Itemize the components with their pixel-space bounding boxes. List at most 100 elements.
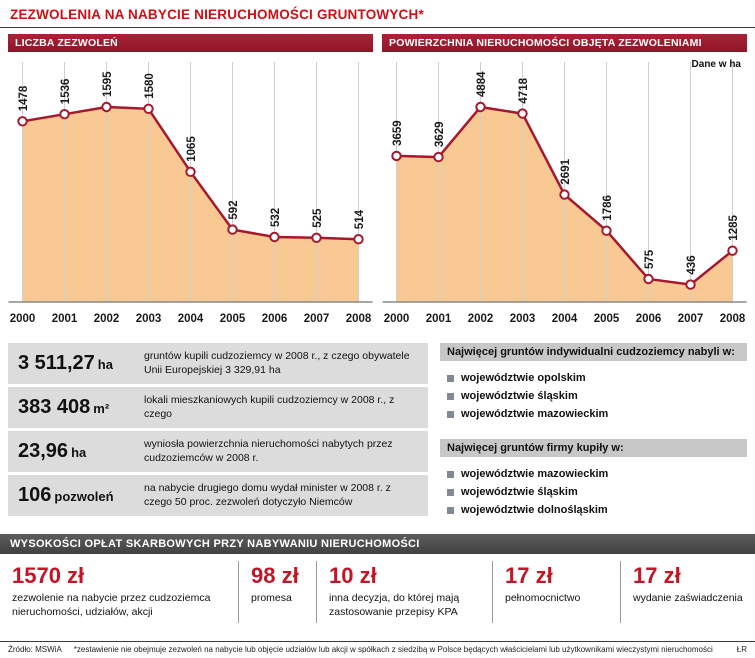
stat-unit: ha	[71, 445, 87, 460]
chart-permits-plot: 1478 1536 1595 1580 1065 592 532 525 514 2000 2001…	[8, 62, 373, 325]
square-bullet-icon	[447, 488, 454, 496]
svg-text:436: 436	[686, 255, 698, 274]
stat-unit: ha	[97, 357, 113, 372]
fee-power-of-attorney: 17 zł pełnomocnictwo	[492, 561, 620, 624]
fee-other-decision: 10 zł inna decyzja, do której mają zasto…	[316, 561, 492, 624]
svg-text:2007: 2007	[304, 313, 330, 325]
svg-text:2006: 2006	[636, 313, 662, 325]
square-bullet-icon	[447, 410, 454, 418]
svg-text:1536: 1536	[60, 79, 72, 105]
title-row: ZEZWOLENIA NA NABYCIE NIERUCHOMOŚCI GRUN…	[0, 0, 755, 28]
svg-text:2005: 2005	[594, 313, 620, 325]
fee-promise: 98 zł promesa	[238, 561, 316, 624]
square-bullet-icon	[447, 470, 454, 478]
list-individuals: Najwięcej gruntów indywidualni cudzoziem…	[440, 343, 747, 434]
fee-amount: 17 zł	[505, 563, 553, 588]
svg-text:2001: 2001	[52, 313, 78, 325]
page-title: ZEZWOLENIA NA NABYCIE NIERUCHOMOŚCI GRUN…	[10, 7, 424, 22]
svg-text:4718: 4718	[518, 77, 530, 103]
fee-amount: 17 zł	[633, 563, 681, 588]
list-item: województwie śląskim	[447, 390, 740, 402]
fee-desc: zezwolenie na nabycie przez cudzoziemca …	[12, 592, 211, 618]
fee-desc: inna decyzja, do której mają zastosowani…	[329, 592, 460, 618]
svg-text:2002: 2002	[94, 313, 120, 325]
fee-amount: 10 zł	[329, 563, 377, 588]
list-individuals-items: województwie opolskim województwie śląsk…	[440, 361, 747, 434]
fee-certificate: 17 zł wydanie zaświadczenia	[620, 561, 755, 624]
stat-desc: wyniosła powierzchnia nieruchomości naby…	[144, 437, 393, 464]
svg-text:2003: 2003	[510, 313, 536, 325]
stat-desc: lokali mieszkaniowych kupili cudzoziemcy…	[144, 393, 395, 420]
stat-row-apartments: 383 408 m² lokali mieszkaniowych kupili c…	[8, 387, 428, 428]
svg-text:2002: 2002	[468, 313, 494, 325]
fees-row: 1570 zł zezwolenie na nabycie przez cudz…	[0, 554, 755, 633]
list-companies: Najwięcej gruntów firmy kupiły w: wojewó…	[440, 439, 747, 530]
fee-desc: promesa	[251, 592, 292, 605]
svg-text:2004: 2004	[552, 313, 578, 325]
list-item-label: województwie opolskim	[461, 372, 586, 384]
stat-desc: gruntów kupili cudzoziemcy w 2008 r., z …	[144, 349, 410, 376]
svg-text:1065: 1065	[186, 136, 198, 162]
stat-number: 23,96 ha	[18, 440, 144, 463]
footer-source: Źródło: MSWiA	[8, 645, 62, 654]
list-item: województwie dolnośląskim	[447, 504, 740, 516]
list-item-label: województwie dolnośląskim	[461, 504, 608, 516]
square-bullet-icon	[447, 374, 454, 382]
stat-unit: m²	[93, 401, 110, 416]
list-item: województwie mazowieckim	[447, 468, 740, 480]
chart-permits: LICZBA ZEZWOLEŃ 1478 1536 1595 1580 1065 592 5…	[8, 34, 373, 334]
chart-area-plot: 3659 3629 4884 4718 2691 1786 575 436 1285 2000 20…	[382, 62, 747, 325]
svg-text:2007: 2007	[678, 313, 704, 325]
fee-permit: 1570 zł zezwolenie na nabycie przez cudz…	[0, 561, 238, 623]
list-individuals-header: Najwięcej gruntów indywidualni cudzoziem…	[440, 343, 747, 361]
svg-text:4884: 4884	[476, 71, 488, 97]
fee-amount: 98 zł	[251, 563, 299, 588]
svg-text:525: 525	[312, 208, 324, 228]
stat-desc: na nabycie drugiego domu wydał minister …	[144, 481, 391, 508]
voivodeship-lists: Najwięcej gruntów indywidualni cudzoziem…	[440, 343, 747, 530]
list-companies-items: województwie mazowieckim województwie śl…	[440, 457, 747, 530]
stat-value: 106	[18, 484, 52, 506]
chart-area-header: POWIERZCHNIA NIERUCHOMOŚCI OBJĘTA ZEZWOL…	[382, 34, 747, 52]
fee-desc: wydanie zaświadczenia	[633, 592, 743, 605]
stat-row-land: 3 511,27 ha gruntów kupili cudzoziemcy w …	[8, 343, 428, 384]
svg-text:3629: 3629	[434, 122, 446, 148]
list-item-label: województwie śląskim	[461, 390, 578, 402]
svg-text:2003: 2003	[136, 313, 162, 325]
chart-area-unit-note: Dane w ha	[691, 59, 741, 70]
list-item-label: województwie mazowieckim	[461, 408, 609, 420]
stat-number: 106 pozwoleń	[18, 484, 144, 507]
stat-row-area: 23,96 ha wyniosła powierzchnia nieruchomo…	[8, 431, 428, 472]
svg-text:2006: 2006	[262, 313, 288, 325]
stat-unit: pozwoleń	[54, 489, 114, 504]
list-item: województwie mazowieckim	[447, 408, 740, 420]
list-companies-header: Najwięcej gruntów firmy kupiły w:	[440, 439, 747, 457]
square-bullet-icon	[447, 506, 454, 514]
mid-section: 3 511,27 ha gruntów kupili cudzoziemcy w …	[0, 334, 755, 534]
svg-text:1595: 1595	[102, 71, 114, 97]
square-bullet-icon	[447, 392, 454, 400]
svg-text:592: 592	[228, 200, 240, 219]
svg-text:2004: 2004	[178, 313, 204, 325]
stat-value: 383 408	[18, 396, 91, 418]
svg-text:1285: 1285	[728, 215, 740, 241]
svg-text:2000: 2000	[10, 313, 36, 325]
stat-value: 3 511,27	[18, 352, 95, 374]
svg-text:2000: 2000	[384, 313, 410, 325]
fee-desc: pełnomocnictwo	[505, 592, 581, 605]
svg-text:1478: 1478	[18, 85, 30, 111]
chart-permits-header: LICZBA ZEZWOLEŃ	[8, 34, 373, 52]
fees-header: WYSOKOŚCI OPŁAT SKARBOWYCH PRZY NABYWANI…	[0, 534, 755, 554]
svg-text:2691: 2691	[560, 158, 572, 184]
svg-text:3659: 3659	[392, 120, 404, 146]
stat-row-permits: 106 pozwoleń na nabycie drugiego domu wyd…	[8, 475, 428, 516]
svg-text:575: 575	[644, 249, 656, 269]
stat-number: 383 408 m²	[18, 396, 144, 419]
svg-text:2001: 2001	[426, 313, 452, 325]
svg-text:1580: 1580	[144, 73, 156, 99]
chart-area: POWIERZCHNIA NIERUCHOMOŚCI OBJĘTA ZEZWOL…	[382, 34, 747, 334]
list-item-label: województwie śląskim	[461, 486, 578, 498]
svg-text:532: 532	[270, 208, 282, 227]
svg-text:1786: 1786	[602, 195, 614, 221]
charts-row: LICZBA ZEZWOLEŃ 1478 1536 1595 1580 1065 592 5…	[0, 28, 755, 334]
